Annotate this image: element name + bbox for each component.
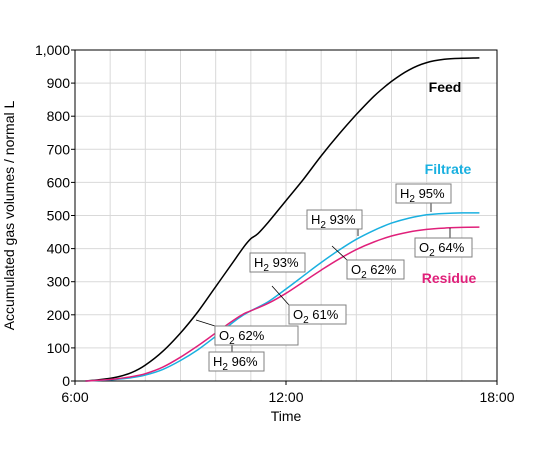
y-tick-label: 800 bbox=[47, 108, 71, 124]
x-axis-title: Time bbox=[271, 408, 302, 424]
annotation-box bbox=[346, 259, 405, 280]
y-tick-label: 600 bbox=[47, 174, 71, 190]
y-tick-label: 700 bbox=[47, 141, 71, 157]
annotation-leader bbox=[331, 245, 348, 261]
annotation-label: O2 62% bbox=[351, 262, 397, 281]
annotation-callout: H2 96% bbox=[208, 338, 265, 373]
annotation-box bbox=[414, 237, 473, 258]
annotation-box bbox=[214, 325, 299, 346]
series-line-residue bbox=[85, 226, 480, 382]
annotation-label: O2 64% bbox=[419, 240, 465, 259]
annotation-leader bbox=[195, 319, 216, 327]
series-label-residue: Residue bbox=[422, 270, 477, 286]
y-tick-label: 200 bbox=[47, 307, 71, 323]
annotation-callout: O2 62% bbox=[331, 245, 405, 281]
annotation-box bbox=[208, 351, 265, 372]
series-labels: Feed Filtrate Residue bbox=[422, 79, 477, 286]
y-axis-title: Accumulated gas volumes / normal L bbox=[1, 101, 17, 331]
annotation-label: O2 61% bbox=[293, 307, 339, 326]
x-tick-label: 18:00 bbox=[479, 389, 514, 405]
series-label-feed: Feed bbox=[429, 79, 462, 95]
annotation-label: H2 93% bbox=[311, 212, 356, 231]
annotation-label: O2 62% bbox=[219, 328, 265, 347]
annotation-callout: O2 62% bbox=[195, 319, 299, 347]
series-line-feed bbox=[85, 57, 480, 382]
annotations: H2 96% O2 62% H2 93% O2 61% H2 93% O2 62% H2 9… bbox=[195, 183, 473, 373]
y-tick-label: 500 bbox=[47, 208, 71, 224]
annotation-callout: O2 64% bbox=[414, 228, 473, 259]
annotation-label: H2 95% bbox=[400, 186, 445, 205]
annotation-box bbox=[395, 183, 452, 204]
annotation-callout: H2 93% bbox=[249, 252, 306, 274]
annotation-callout: O2 61% bbox=[271, 285, 347, 326]
series-label-filtrate: Filtrate bbox=[425, 161, 472, 177]
x-tick-label: 6:00 bbox=[61, 389, 88, 405]
y-tick-label: 300 bbox=[47, 274, 71, 290]
annotation-leader bbox=[271, 285, 290, 306]
tick-labels: 0 100 200 300 400 500 600 700 800 900 1,000 6:00 12:… bbox=[35, 42, 515, 405]
y-tick-label: 0 bbox=[62, 373, 70, 389]
y-tick-label: 400 bbox=[47, 241, 71, 257]
annotation-box bbox=[306, 209, 363, 230]
annotation-callout: H2 95% bbox=[395, 183, 452, 212]
annotation-callout: H2 93% bbox=[306, 209, 363, 236]
x-tick-label: 12:00 bbox=[268, 389, 303, 405]
annotation-label: H2 93% bbox=[254, 255, 299, 274]
y-tick-label: 1,000 bbox=[35, 42, 70, 58]
y-tick-label: 100 bbox=[47, 340, 71, 356]
series-lines bbox=[85, 57, 480, 382]
annotation-box bbox=[288, 304, 347, 325]
series-line-filtrate bbox=[85, 212, 480, 382]
annotation-box bbox=[249, 252, 306, 273]
y-tick-label: 900 bbox=[47, 75, 71, 91]
annotation-label: H2 96% bbox=[213, 354, 258, 373]
